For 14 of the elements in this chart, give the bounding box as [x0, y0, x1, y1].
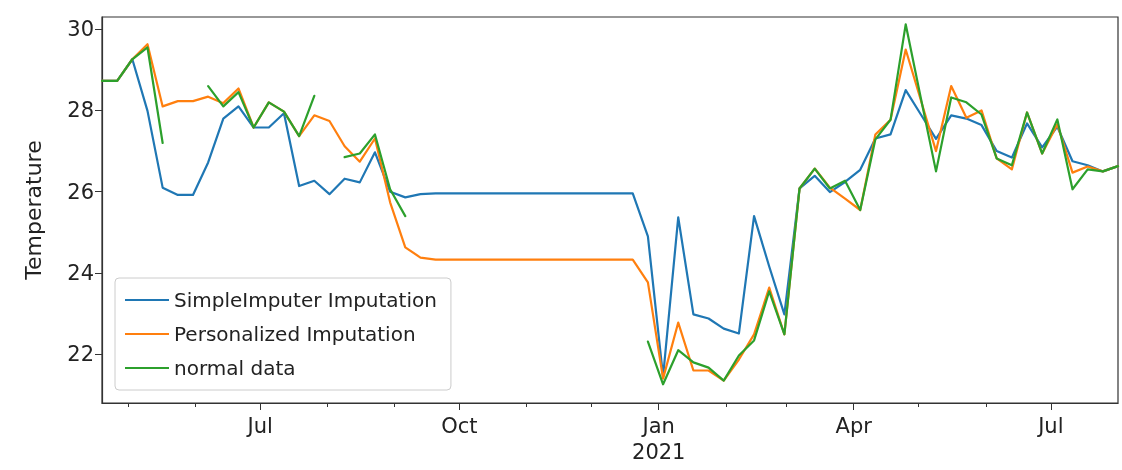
y-tick-label: 30 [67, 17, 94, 42]
y-axis-title: Temperature [20, 140, 46, 281]
y-tick-label: 24 [67, 260, 94, 285]
y-tick-label: 22 [67, 342, 94, 367]
legend-label: normal data [174, 356, 296, 380]
x-tick-label: Jan 2021 [632, 414, 686, 464]
y-tick-label: 26 [67, 179, 94, 204]
legend-label: SimpleImputer Imputation [174, 288, 437, 312]
y-tick-label: 28 [67, 98, 94, 123]
x-tick-label: Jul [245, 414, 273, 438]
legend-label: Personalized Imputation [174, 322, 416, 346]
x-tick-label: Jul [1036, 414, 1064, 438]
x-tick-label: Oct [441, 414, 478, 438]
x-tick-label: Apr [835, 414, 873, 438]
